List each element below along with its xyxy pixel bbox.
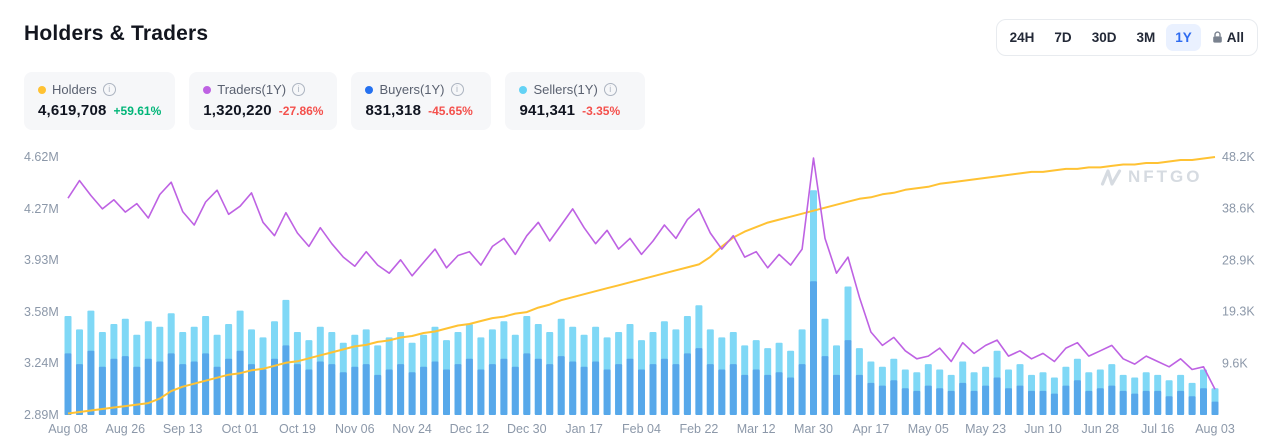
- nftgo-watermark-text: NFTGO: [1128, 167, 1203, 186]
- svg-text:Jun 10: Jun 10: [1024, 422, 1062, 436]
- svg-text:4.62M: 4.62M: [24, 150, 59, 164]
- svg-text:38.6K: 38.6K: [1222, 201, 1255, 215]
- svg-text:Nov 24: Nov 24: [392, 422, 432, 436]
- svg-text:Aug 08: Aug 08: [48, 422, 88, 436]
- range-button-24h[interactable]: 24H: [1001, 24, 1044, 51]
- svg-text:Aug 26: Aug 26: [105, 422, 145, 436]
- svg-text:4.27M: 4.27M: [24, 202, 59, 216]
- holders-line: [67, 156, 1216, 415]
- svg-text:Dec 12: Dec 12: [450, 422, 490, 436]
- left-axis-labels: 4.62M 4.27M 3.93M 3.58M 3.24M 2.89M: [24, 150, 59, 422]
- stat-label: Holders: [52, 82, 97, 97]
- stat-label: Sellers(1Y): [533, 82, 598, 97]
- range-button-all-label: All: [1226, 30, 1244, 45]
- traders-line: [67, 157, 1216, 390]
- svg-text:Oct 19: Oct 19: [279, 422, 316, 436]
- info-icon[interactable]: [603, 83, 617, 96]
- stat-label: Buyers(1Y): [379, 82, 445, 97]
- svg-text:2.89M: 2.89M: [24, 408, 59, 422]
- stat-card-sellers[interactable]: Sellers(1Y) 941,341 -3.35%: [505, 72, 646, 130]
- legend-cards: Holders 4,619,708 +59.61% Traders(1Y) 1,…: [24, 72, 646, 130]
- svg-text:Aug 03: Aug 03: [1195, 422, 1235, 436]
- info-icon[interactable]: [102, 83, 116, 96]
- svg-text:Mar 30: Mar 30: [794, 422, 833, 436]
- sellers-color-dot: [519, 85, 528, 94]
- svg-text:3.93M: 3.93M: [24, 253, 59, 267]
- stat-value: 941,341: [519, 102, 576, 119]
- chart-canvas[interactable]: 4.62M 4.27M 3.93M 3.58M 3.24M 2.89M 48.2K 38.6K…: [0, 145, 1280, 441]
- svg-text:Sep 13: Sep 13: [163, 422, 203, 436]
- info-icon[interactable]: [292, 83, 306, 96]
- x-axis-labels: Aug 08 Aug 26 Sep 13 Oct 01 Oct 19 Nov 06 Nov …: [48, 422, 1235, 436]
- svg-text:May 23: May 23: [965, 422, 1006, 436]
- time-range-selector: 24H 7D 30D 3M 1Y All: [995, 19, 1258, 56]
- info-icon[interactable]: [450, 83, 464, 96]
- svg-text:9.6K: 9.6K: [1222, 357, 1248, 371]
- holders-color-dot: [38, 85, 46, 94]
- range-button-1y[interactable]: 1Y: [1166, 24, 1201, 51]
- stat-value: 4,619,708: [38, 102, 107, 119]
- stat-change: +59.61%: [113, 104, 162, 118]
- chart-area: 4.62M 4.27M 3.93M 3.58M 3.24M 2.89M 48.2K 38.6K…: [0, 145, 1280, 441]
- stat-card-holders[interactable]: Holders 4,619,708 +59.61%: [24, 72, 176, 130]
- buyers-bars: [64, 281, 1219, 415]
- svg-text:3.24M: 3.24M: [24, 356, 59, 370]
- stat-change: -27.86%: [278, 104, 324, 118]
- svg-text:Oct 01: Oct 01: [222, 422, 259, 436]
- svg-text:May 05: May 05: [908, 422, 949, 436]
- nftgo-logo-icon: [1100, 168, 1122, 186]
- lock-icon: [1212, 31, 1223, 44]
- svg-text:3.58M: 3.58M: [24, 305, 59, 319]
- svg-text:Mar 12: Mar 12: [737, 422, 776, 436]
- nftgo-watermark: NFTGO: [1100, 167, 1203, 187]
- svg-text:Feb 22: Feb 22: [679, 422, 718, 436]
- svg-text:48.2K: 48.2K: [1222, 150, 1255, 164]
- svg-text:Apr 17: Apr 17: [852, 422, 889, 436]
- right-axis-labels: 48.2K 38.6K 28.9K 19.3K 9.6K: [1222, 150, 1255, 371]
- stat-value: 1,320,220: [203, 102, 272, 119]
- stat-change: -45.65%: [428, 104, 473, 118]
- page-title: Holders & Traders: [24, 22, 209, 45]
- svg-text:Dec 30: Dec 30: [507, 422, 547, 436]
- stat-label: Traders(1Y): [217, 82, 287, 97]
- svg-text:Jan 17: Jan 17: [565, 422, 603, 436]
- range-button-30d[interactable]: 30D: [1083, 24, 1126, 51]
- stat-value: 831,318: [365, 102, 422, 119]
- stat-card-buyers[interactable]: Buyers(1Y) 831,318 -45.65%: [351, 72, 492, 130]
- range-button-all[interactable]: All: [1203, 24, 1253, 51]
- range-button-7d[interactable]: 7D: [1045, 24, 1080, 51]
- traders-color-dot: [203, 85, 212, 94]
- svg-text:Jul 16: Jul 16: [1141, 422, 1174, 436]
- stat-change: -3.35%: [582, 104, 621, 118]
- range-button-3m[interactable]: 3M: [1127, 24, 1164, 51]
- stat-card-traders[interactable]: Traders(1Y) 1,320,220 -27.86%: [189, 72, 338, 130]
- svg-text:28.9K: 28.9K: [1222, 253, 1255, 267]
- svg-text:Nov 06: Nov 06: [335, 422, 375, 436]
- svg-text:Jun 28: Jun 28: [1082, 422, 1120, 436]
- svg-text:Feb 04: Feb 04: [622, 422, 661, 436]
- buyers-color-dot: [365, 85, 374, 94]
- svg-text:19.3K: 19.3K: [1222, 305, 1255, 319]
